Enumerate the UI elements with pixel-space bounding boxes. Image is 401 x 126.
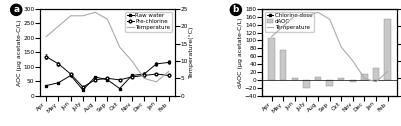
- Bar: [361, 74, 368, 80]
- Bar: [338, 78, 344, 80]
- Bar: [326, 80, 333, 86]
- Bar: [373, 68, 379, 80]
- Y-axis label: dAOC (μg acetate-C/L): dAOC (μg acetate-C/L): [238, 17, 243, 88]
- Legend: Chlorine dose, dAOC, Temperature: Chlorine dose, dAOC, Temperature: [265, 12, 314, 32]
- Bar: [385, 19, 391, 80]
- Legend: Raw water, Pre-chlorine, Temperature: Raw water, Pre-chlorine, Temperature: [126, 12, 172, 32]
- Bar: [292, 78, 298, 80]
- Bar: [303, 80, 310, 88]
- Bar: [315, 77, 321, 80]
- Bar: [268, 38, 275, 80]
- Text: a: a: [13, 5, 19, 14]
- Bar: [280, 50, 286, 80]
- Bar: [350, 80, 356, 82]
- Y-axis label: Temperature(°C): Temperature(°C): [189, 26, 194, 78]
- Text: b: b: [233, 5, 239, 14]
- Y-axis label: AOC (μg acetate-C/L): AOC (μg acetate-C/L): [17, 19, 22, 86]
